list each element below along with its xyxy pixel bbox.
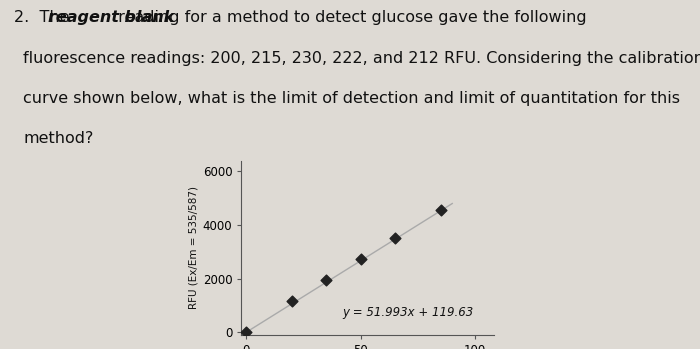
Point — [389, 236, 400, 241]
Text: y = 51.993x + 119.63: y = 51.993x + 119.63 — [342, 306, 473, 319]
Point — [241, 329, 252, 335]
Text: reagent blank: reagent blank — [48, 10, 174, 25]
Point — [435, 208, 447, 213]
Text: reading for a method to detect glucose gave the following: reading for a method to detect glucose g… — [113, 10, 587, 25]
Text: curve shown below, what is the limit of detection and limit of quantitation for : curve shown below, what is the limit of … — [23, 91, 680, 106]
Y-axis label: RFU (Ex/Em = 535/587): RFU (Ex/Em = 535/587) — [189, 186, 199, 309]
Point — [321, 277, 332, 283]
Point — [286, 299, 297, 304]
Text: method?: method? — [23, 131, 94, 146]
Text: 2.  The: 2. The — [14, 10, 75, 25]
Point — [355, 257, 366, 262]
Text: fluorescence readings: 200, 215, 230, 222, and 212 RFU. Considering the calibrat: fluorescence readings: 200, 215, 230, 22… — [23, 51, 700, 66]
